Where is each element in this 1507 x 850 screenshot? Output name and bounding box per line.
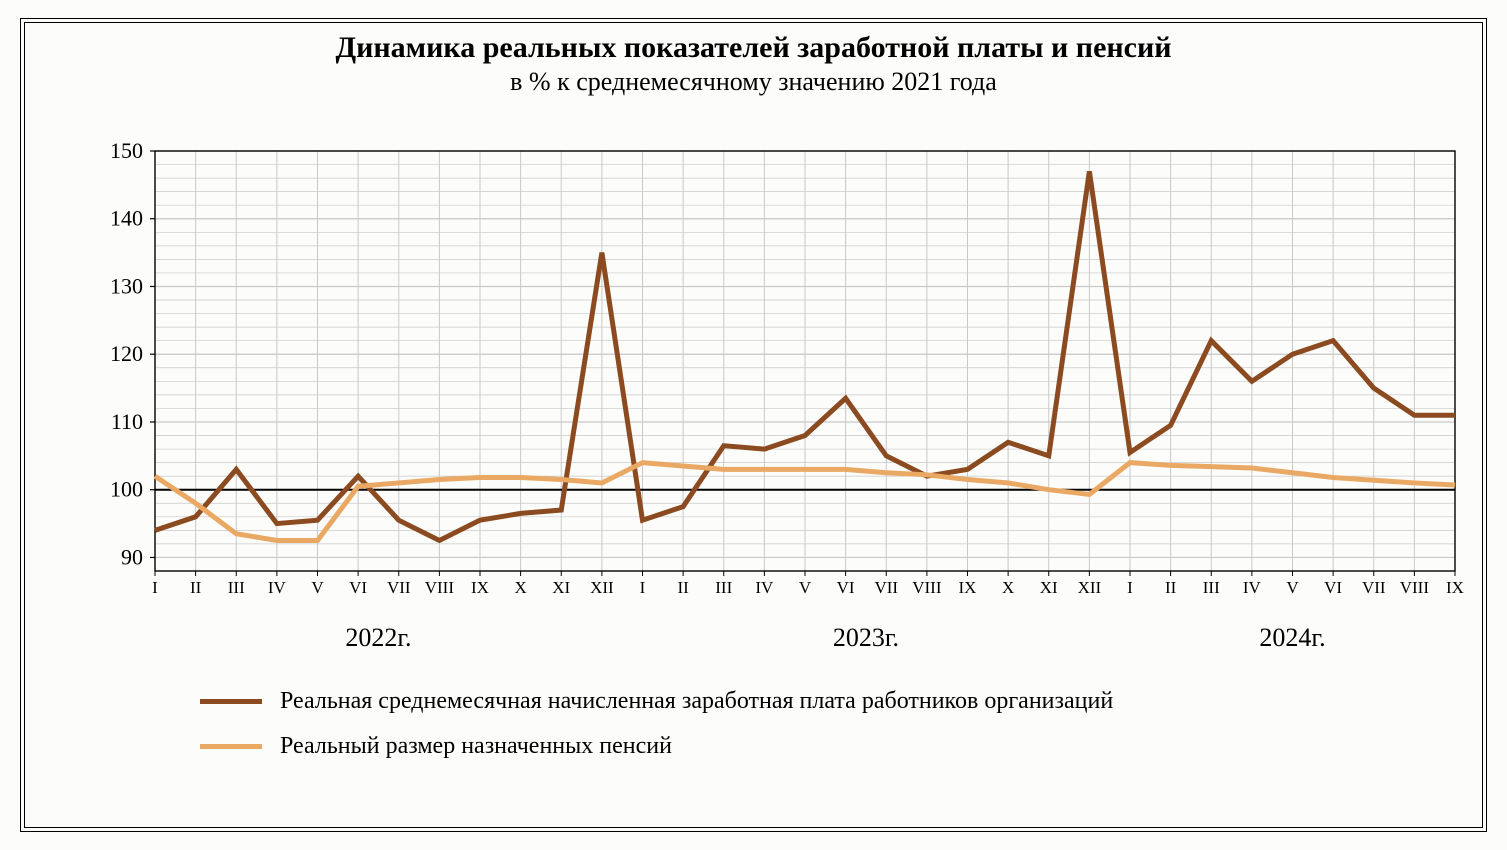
svg-text:IV: IV: [268, 578, 287, 597]
legend-item: Реальный размер назначенных пенсий: [200, 733, 1482, 760]
svg-text:II: II: [677, 578, 689, 597]
legend-label: Реальная среднемесячная начисленная зара…: [280, 688, 1113, 715]
svg-text:III: III: [1203, 578, 1220, 597]
svg-text:150: 150: [110, 138, 143, 163]
svg-text:IX: IX: [1446, 578, 1464, 597]
legend-swatch: [200, 699, 262, 704]
svg-text:130: 130: [110, 273, 143, 298]
svg-text:VI: VI: [1324, 578, 1342, 597]
svg-text:II: II: [190, 578, 202, 597]
svg-text:IX: IX: [471, 578, 489, 597]
svg-text:I: I: [152, 578, 158, 597]
legend: Реальная среднемесячная начисленная зара…: [200, 688, 1482, 778]
svg-text:II: II: [1165, 578, 1177, 597]
svg-text:X: X: [514, 578, 526, 597]
svg-text:IV: IV: [1243, 578, 1262, 597]
svg-text:XII: XII: [1078, 578, 1102, 597]
legend-label: Реальный размер назначенных пенсий: [280, 733, 672, 760]
svg-text:X: X: [1002, 578, 1014, 597]
svg-text:V: V: [799, 578, 812, 597]
svg-text:VI: VI: [349, 578, 367, 597]
svg-text:IX: IX: [959, 578, 977, 597]
svg-text:I: I: [640, 578, 646, 597]
inner-border: Динамика реальных показателей заработной…: [24, 22, 1483, 828]
double-border: Динамика реальных показателей заработной…: [20, 18, 1487, 832]
svg-text:VIII: VIII: [1400, 578, 1430, 597]
legend-item: Реальная среднемесячная начисленная зара…: [200, 688, 1482, 715]
year-label: 2023г.: [833, 623, 899, 653]
svg-text:XII: XII: [590, 578, 614, 597]
year-labels-row: 2022г. 2023г. 2024г.: [25, 623, 1482, 663]
svg-text:90: 90: [121, 544, 143, 569]
chart-svg: 90100110120130140150IIIIIIIVVVIVIIVIIIIX…: [25, 23, 1485, 611]
svg-text:120: 120: [110, 341, 143, 366]
svg-text:VII: VII: [874, 578, 898, 597]
chart-area: 90100110120130140150IIIIIIIVVVIVIIVIIIIX…: [25, 23, 1482, 631]
svg-text:VII: VII: [1362, 578, 1386, 597]
svg-text:100: 100: [110, 477, 143, 502]
year-label: 2022г.: [345, 623, 411, 653]
svg-text:XI: XI: [552, 578, 570, 597]
svg-text:I: I: [1127, 578, 1133, 597]
svg-text:IV: IV: [755, 578, 774, 597]
svg-text:VI: VI: [837, 578, 855, 597]
outer-frame: Динамика реальных показателей заработной…: [0, 0, 1507, 850]
svg-text:III: III: [715, 578, 732, 597]
legend-swatch: [200, 744, 262, 749]
year-label: 2024г.: [1259, 623, 1325, 653]
svg-text:VII: VII: [387, 578, 411, 597]
svg-text:110: 110: [111, 409, 143, 434]
svg-text:V: V: [1286, 578, 1299, 597]
svg-text:V: V: [311, 578, 324, 597]
svg-text:VIII: VIII: [425, 578, 455, 597]
svg-text:VIII: VIII: [912, 578, 942, 597]
svg-text:XI: XI: [1040, 578, 1058, 597]
svg-text:III: III: [228, 578, 245, 597]
svg-text:140: 140: [110, 206, 143, 231]
